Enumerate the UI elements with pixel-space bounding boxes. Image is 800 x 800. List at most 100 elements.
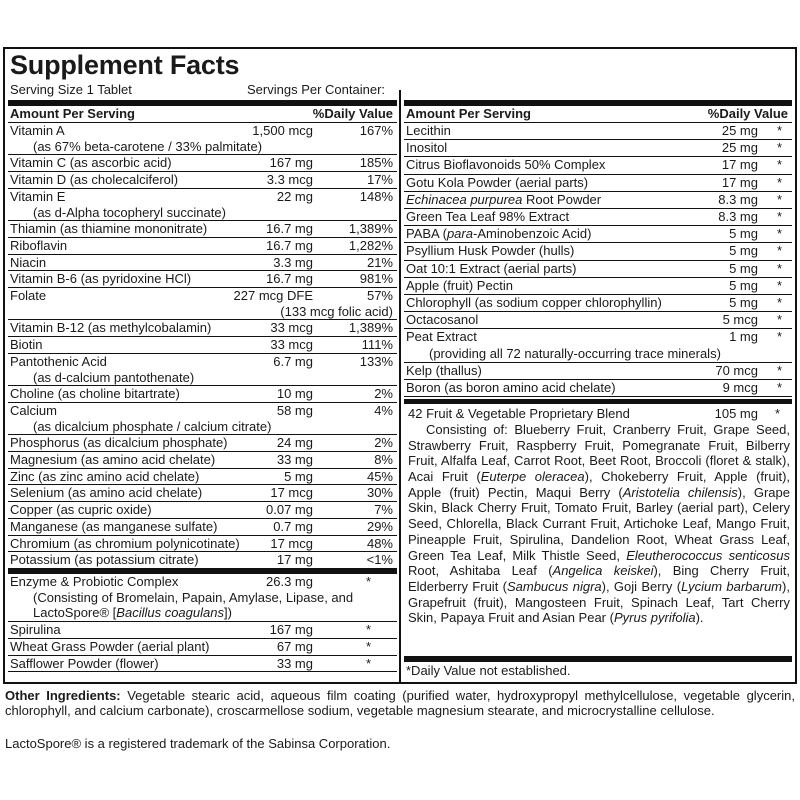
text-segment: Riboflavin	[10, 237, 68, 253]
ingredient-source: LactoSpore® [Bacillus coagulans])	[8, 605, 397, 621]
daily-value: *	[776, 174, 782, 190]
amount: 227 mcg DFE	[233, 288, 313, 304]
ingredient-name: Selenium (as amino acid chelate)	[8, 485, 397, 501]
ingredient-name: Echinacea purpurea Root Powder	[404, 192, 792, 208]
text-segment: (providing all 72 naturally-occurring tr…	[429, 345, 721, 361]
ingredient-name: Biotin	[8, 337, 397, 353]
daily-value: 1,389%	[348, 221, 393, 237]
ingredient-name: Wheat Grass Powder (aerial plant)	[8, 639, 397, 655]
daily-value-header: %Daily Value	[707, 106, 788, 121]
amount: 16.7 mg	[266, 237, 313, 253]
ingredient-name: Calcium	[8, 403, 397, 419]
ingredient-source: (Consisting of Bromelain, Papain, Amylas…	[8, 590, 397, 606]
text-segment: ])	[223, 605, 232, 621]
text-segment: Lycium barbarum	[681, 578, 783, 594]
amount: 6.7 mg	[273, 353, 313, 369]
table-row: Phosphorus (as dicalcium phosphate) 24 mg…	[8, 435, 397, 453]
ingredient-name: Thiamin (as thiamine mononitrate)	[8, 221, 397, 237]
text-segment: Wheat Grass Powder (aerial plant)	[10, 638, 210, 654]
amount: 0.7 mg	[273, 518, 313, 534]
text-segment: ), Goji Berry (	[601, 578, 682, 594]
daily-value: *	[365, 655, 371, 671]
text-segment: Vitamin A	[10, 123, 65, 138]
text-segment: Spirulina	[10, 622, 61, 638]
daily-value: 185%	[359, 155, 393, 171]
amount: 17 mcg	[270, 535, 313, 551]
amount: 33 mcg	[270, 320, 313, 336]
daily-value: 1,389%	[348, 320, 393, 336]
amount: 1,500 mcg	[252, 123, 313, 138]
table-row: PABA (para-Aminobenzoic Acid) 5 mg *	[404, 226, 792, 244]
amount: 22 mg	[276, 188, 313, 204]
daily-value-note: *Daily Value not established.	[406, 663, 571, 679]
table-row: Thiamin (as thiamine mononitrate) 16.7 mg…	[8, 221, 397, 238]
amount: 24 mg	[276, 435, 313, 451]
nutrient-rows: Vitamin A 1,500 mcg 167% (as 67% beta-carot…	[8, 123, 397, 569]
amount: 26.3 mg	[266, 573, 313, 589]
daily-value: *	[365, 573, 371, 589]
ingredient-name: Chlorophyll (as sodium copper chlorophyl…	[404, 295, 792, 311]
ingredient-name: Riboflavin	[8, 238, 397, 254]
ingredient-source: (as d-calcium pantothenate)	[8, 370, 397, 386]
text-segment: (as d-calcium pantothenate)	[33, 369, 195, 385]
daily-value: 2%	[374, 386, 393, 402]
text-segment: Citrus Bioflavonoids 50% Complex	[406, 157, 606, 173]
daily-value: *	[776, 312, 782, 328]
daily-value: *	[776, 329, 782, 345]
amount: 10 mg	[276, 386, 313, 402]
text-segment: Apple (fruit) Pectin	[406, 277, 513, 293]
ingredient-name: Green Tea Leaf 98% Extract	[404, 209, 792, 225]
servings-per-container: Servings Per Container:	[247, 82, 388, 97]
text-segment: (Consisting of Bromelain, Papain, Amylas…	[33, 589, 354, 605]
table-row: Riboflavin 16.7 mg 1,282%	[8, 238, 397, 255]
daily-value-header: %Daily Value	[312, 106, 393, 121]
table-row: Zinc (as zinc amino acid chelate) 5 mg 45%	[8, 469, 397, 486]
ingredient-name: Manganese (as manganese sulfate)	[8, 519, 397, 535]
ingredient-name: Vitamin E	[8, 189, 397, 205]
ingredient-source: (as d-Alpha tocopheryl succinate)	[8, 205, 397, 221]
ingredient-name: Vitamin A	[8, 123, 397, 139]
ingredient-name: Safflower Powder (flower)	[8, 656, 397, 672]
other-ingredients-text: Vegetable stearic acid, aqueous film coa…	[5, 688, 795, 718]
ingredient-name: Folate	[8, 288, 397, 304]
table-row: Wheat Grass Powder (aerial plant) 67 mg *	[8, 639, 397, 656]
daily-value: 17%	[366, 172, 393, 188]
daily-value: 4%	[374, 402, 393, 418]
daily-value: *	[776, 157, 782, 173]
amount: 70 mcg	[715, 362, 758, 378]
table-row: Gotu Kola Powder (aerial parts) 17 mg *	[404, 175, 792, 192]
table-row: Copper (as cupric oxide) 0.07 mg 7%	[8, 502, 397, 519]
ingredient-name: Pantothenic Acid	[8, 354, 397, 370]
text-segment: ).	[695, 610, 704, 626]
amount: 5 mg	[284, 468, 313, 484]
text-segment: ), Grape Skin, Black Cherry Fruit, Tomat…	[408, 484, 790, 563]
daily-value: <1%	[366, 552, 393, 568]
daily-value: 48%	[366, 535, 393, 551]
daily-value: *	[365, 622, 371, 638]
ingredient-name: Vitamin B-6 (as pyridoxine HCl)	[8, 271, 397, 287]
daily-value: *	[776, 191, 782, 207]
amount: 5 mg	[729, 243, 758, 259]
amount: 5 mcg	[722, 312, 758, 328]
table-row: Spirulina 167 mg *	[8, 622, 397, 639]
text-segment: Echinacea purpurea	[406, 191, 523, 207]
text-segment: Potassium (as potassium citrate)	[10, 552, 199, 568]
text-segment: Calcium	[10, 402, 57, 418]
amount: 17 mcg	[270, 485, 313, 501]
amount: 25 mg	[721, 140, 758, 156]
ingredient-name: Inositol	[404, 140, 792, 156]
text-segment: Chlorophyll (as sodium copper chlorophyl…	[406, 295, 662, 311]
text-segment: Vitamin B-6 (as pyridoxine HCl)	[10, 271, 192, 287]
daily-value: 111%	[361, 337, 393, 353]
table-row: Echinacea purpurea Root Powder 8.3 mg *	[404, 191, 792, 210]
ingredient-name: Spirulina	[8, 622, 397, 638]
table-row: Folate 227 mcg DFE 57% (133 mcg folic acid)	[8, 288, 397, 321]
amount-per-serving-header: Amount Per Serving	[10, 106, 135, 121]
table-row: Enzyme & Probiotic Complex 26.3 mg * (Consi…	[8, 573, 397, 623]
ingredient-name: Lecithin	[404, 123, 792, 139]
amount: 33 mcg	[270, 337, 313, 353]
thick-rule	[8, 100, 397, 106]
daily-value: *	[776, 362, 782, 378]
amount: 25 mg	[721, 123, 758, 138]
daily-value: 45%	[366, 468, 393, 484]
